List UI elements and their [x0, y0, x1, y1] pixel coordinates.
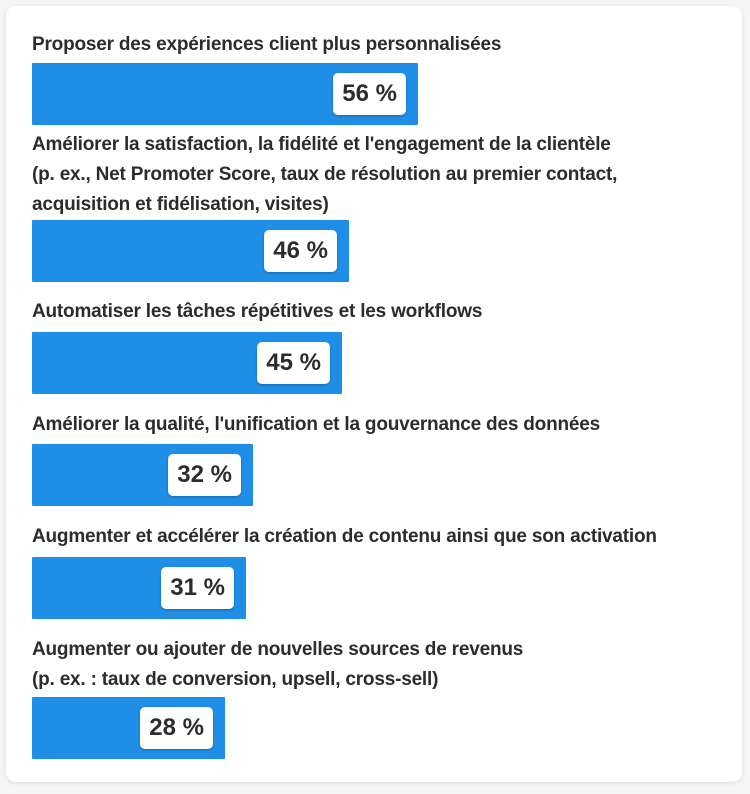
category-label: Augmenter et accélérer la création de co… [32, 526, 657, 547]
category-label: Améliorer la satisfaction, la fidélité e… [32, 134, 618, 215]
category-label: Proposer des expériences client plus per… [32, 34, 502, 55]
value-label: 28 % [140, 707, 213, 749]
value-label: 46 % [264, 230, 337, 272]
bar: 32 % [32, 444, 253, 506]
category-label: Automatiser les tâches répétitives et le… [32, 301, 483, 322]
bar: 56 % [32, 63, 418, 125]
chart-card [6, 6, 742, 782]
value-label: 31 % [161, 567, 234, 609]
value-label: 56 % [333, 73, 406, 115]
category-label: Augmenter ou ajouter de nouvelles source… [32, 639, 524, 690]
bar: 28 % [32, 697, 225, 759]
value-label: 45 % [257, 342, 330, 384]
category-label: Améliorer la qualité, l'unification et l… [32, 414, 600, 435]
value-label: 32 % [168, 454, 241, 496]
bar: 31 % [32, 557, 246, 619]
bar: 45 % [32, 332, 342, 394]
bar: 46 % [32, 220, 349, 282]
